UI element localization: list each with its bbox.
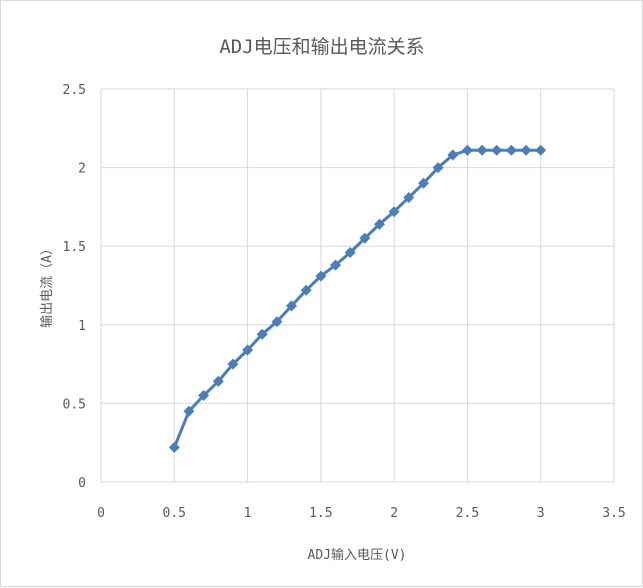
- data-point-diamond: [242, 344, 254, 356]
- x-tick-labels: 0 0.5 1 1.5 2 2.5 3 3.5: [97, 506, 626, 521]
- data-point-diamond: [447, 149, 459, 161]
- data-point-diamond: [300, 284, 312, 296]
- x-tick-label: 2: [390, 506, 398, 521]
- y-tick-label: 1: [78, 319, 86, 334]
- data-point-diamond: [491, 144, 503, 156]
- x-tick-label: 2.5: [456, 506, 479, 521]
- y-tick-label: 0.5: [63, 397, 86, 412]
- series-line: [172, 148, 541, 448]
- x-tick-label: 3.5: [602, 506, 625, 521]
- data-point-diamond: [183, 405, 195, 417]
- x-tick-label: 1.5: [309, 506, 332, 521]
- data-point-diamond: [344, 247, 356, 258]
- data-point-diamond: [198, 390, 210, 401]
- x-tick-label: 3: [537, 506, 545, 521]
- x-tick-label: 0.5: [163, 506, 186, 521]
- y-tick-label: 2: [78, 162, 86, 177]
- data-point-diamond: [461, 144, 473, 156]
- grid-layer: [100, 88, 615, 483]
- data-point-diamond: [374, 218, 385, 230]
- data-point-diamond: [505, 144, 517, 156]
- data-point-diamond: [212, 375, 224, 387]
- data-point-diamond: [359, 232, 371, 244]
- data-point-diamond: [403, 192, 415, 203]
- data-point-diamond: [315, 270, 327, 282]
- data-point-diamond: [286, 300, 297, 312]
- data-point-diamond: [227, 358, 239, 370]
- data-point-diamond: [476, 144, 488, 156]
- data-point-diamond: [520, 144, 532, 156]
- data-point-diamond: [168, 441, 180, 453]
- data-point-diamond: [432, 162, 444, 174]
- y-axis-title: 输出电流（A）: [39, 242, 55, 328]
- series-layer: [168, 144, 547, 453]
- data-point-diamond: [256, 328, 268, 340]
- data-point-diamond: [330, 259, 341, 271]
- chart-title: ADJ电压和输出电流关系: [219, 36, 424, 58]
- y-tick-label: 1.5: [63, 240, 86, 255]
- data-point-diamond: [535, 144, 547, 156]
- data-point-diamond: [388, 206, 400, 218]
- y-tick-label: 0: [78, 476, 86, 491]
- y-tick-labels: 0 0.5 1 1.5 2 2.5: [63, 83, 86, 491]
- data-point-diamond: [418, 177, 429, 189]
- x-tick-label: 1: [244, 506, 252, 521]
- x-axis-title: ADJ输入电压(V): [308, 547, 407, 563]
- data-point-diamond: [271, 316, 283, 328]
- y-tick-label: 2.5: [63, 83, 86, 98]
- x-tick-label: 0: [97, 506, 105, 521]
